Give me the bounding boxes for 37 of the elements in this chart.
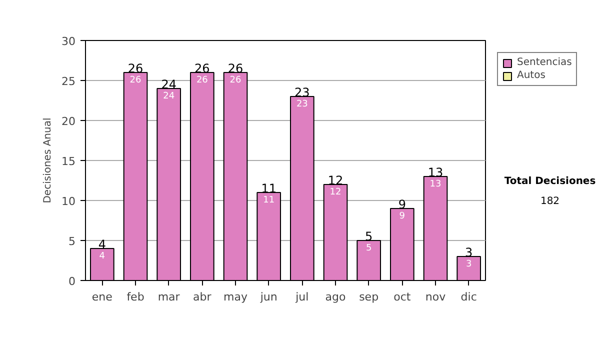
x-tick-label: nov xyxy=(425,290,446,304)
y-tick-label: 30 xyxy=(62,35,76,48)
x-tick-label: jun xyxy=(259,290,278,304)
x-tick-label: mar xyxy=(158,290,180,304)
data-label: 26 xyxy=(130,76,142,86)
x-tick-label: ago xyxy=(325,290,346,304)
y-tick-label: 10 xyxy=(62,195,76,208)
data-label: 5 xyxy=(366,244,372,254)
y-tick-label: 0 xyxy=(68,275,76,288)
data-label: 12 xyxy=(330,188,342,198)
text: Total Decisiones xyxy=(504,175,596,189)
text: 182 xyxy=(539,195,561,210)
x-tick-label: jul xyxy=(294,290,309,304)
data-label: 23 xyxy=(296,100,308,110)
y-tick-label: 5 xyxy=(68,235,76,248)
x-tick-label: abr xyxy=(193,290,212,304)
data-label: 26 xyxy=(230,76,242,86)
data-label: 3 xyxy=(466,260,472,270)
x-tick-label: may xyxy=(224,290,248,304)
x-tick-label: sep xyxy=(359,290,379,304)
data-label: 13 xyxy=(430,180,442,190)
x-tick-label: dic xyxy=(460,290,477,304)
data-label: 11 xyxy=(263,196,275,206)
data-label: 9 xyxy=(399,212,406,222)
total-label: 4 xyxy=(98,238,106,252)
x-tick-label: ene xyxy=(92,290,113,304)
data-label: 24 xyxy=(163,92,175,102)
legend-label: Sentencias xyxy=(517,57,572,68)
y-tick-label: 25 xyxy=(62,75,76,88)
y-tick-label: 20 xyxy=(62,115,76,128)
legend-label: Autos xyxy=(517,70,546,81)
x-tick-label: feb xyxy=(126,290,144,304)
data-label: 4 xyxy=(99,252,106,262)
y-axis-title: Decisiones Anual xyxy=(42,118,54,204)
y-tick-label: 15 xyxy=(62,155,76,168)
x-tick-label: oct xyxy=(394,290,412,304)
data-label: 26 xyxy=(196,76,208,86)
